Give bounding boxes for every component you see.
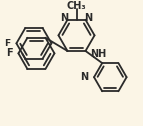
Text: N: N xyxy=(85,13,93,23)
Text: F: F xyxy=(6,48,13,58)
Text: F: F xyxy=(4,39,10,48)
Text: N: N xyxy=(60,13,68,23)
Text: NH: NH xyxy=(90,49,107,59)
Text: CH₃: CH₃ xyxy=(67,1,86,11)
Text: N: N xyxy=(80,72,89,82)
